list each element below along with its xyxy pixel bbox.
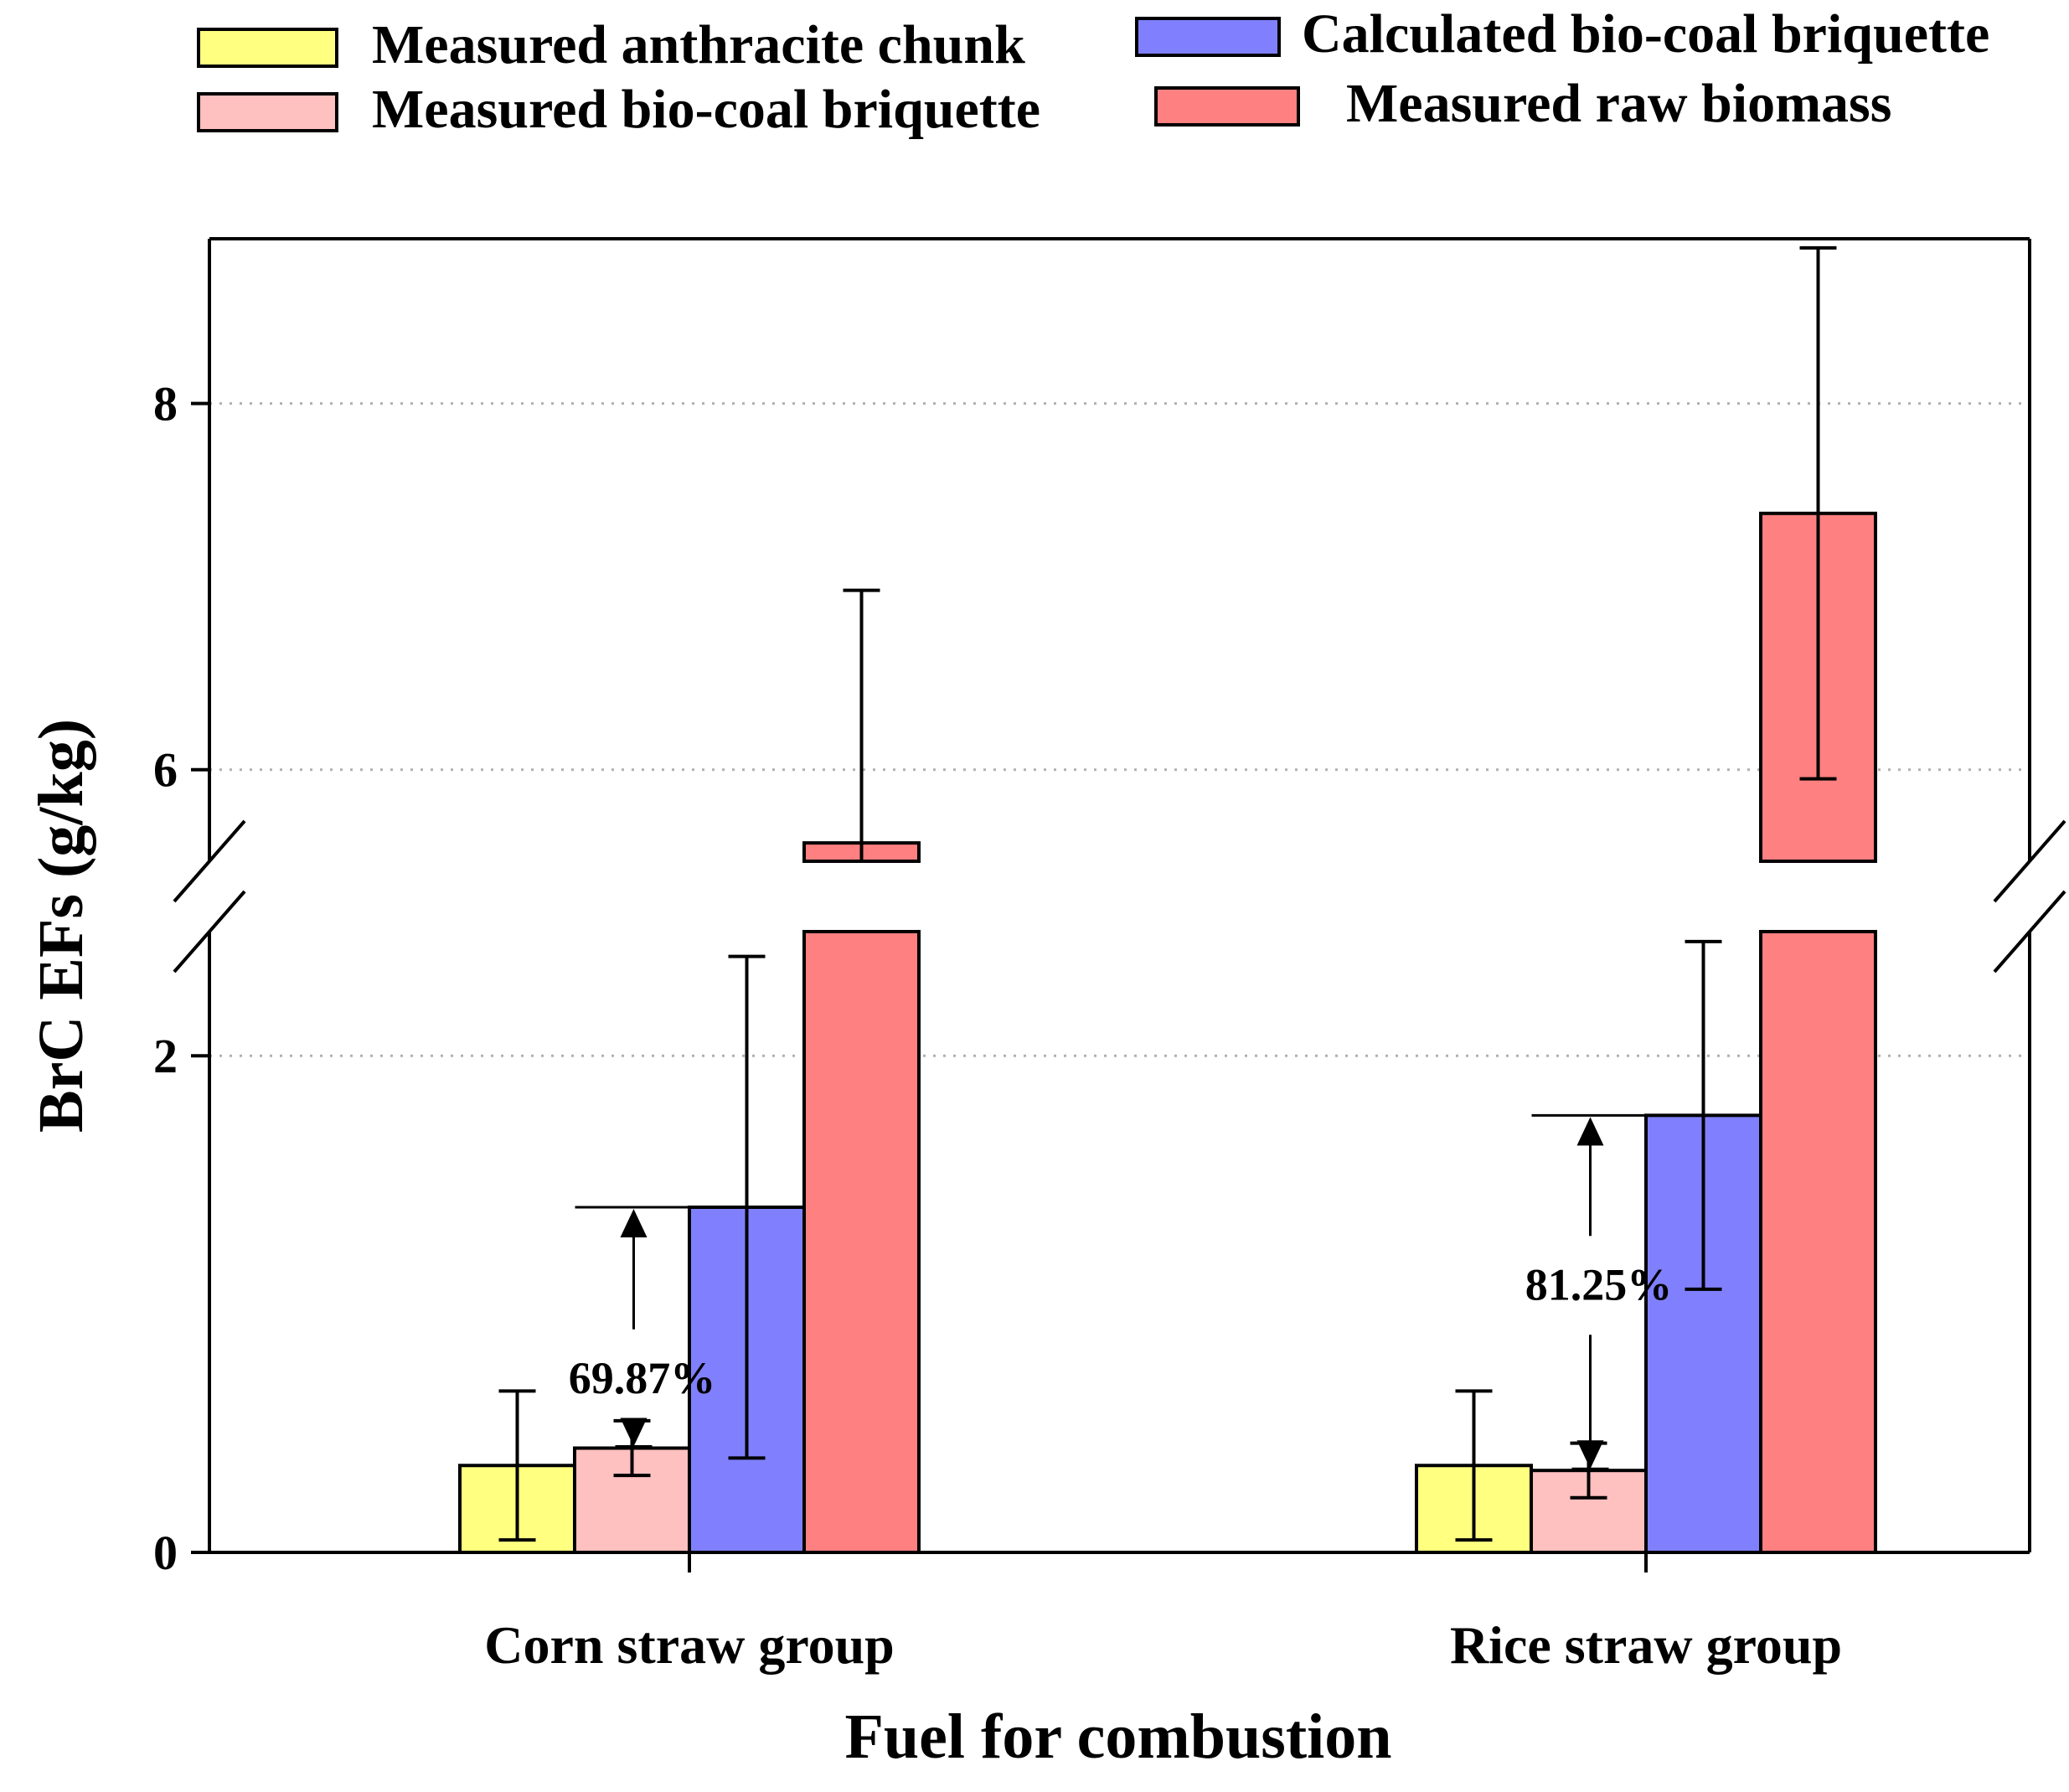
axis-break-mark [173,890,246,973]
legend-swatch [1154,86,1300,127]
y-tick-label: 6 [153,743,178,798]
category-label: Corn straw group [484,1615,895,1675]
reduction-percent-label: 69.87% [569,1353,716,1403]
arrow-up-head [620,1209,648,1238]
plot-frame [208,237,2031,1554]
legend-swatch [197,92,338,132]
legend-label: Measured bio-coal briquette [372,79,1040,140]
x-axis-ticks: Corn straw group Rice straw group [484,1552,1842,1675]
y-tick-label: 0 [153,1526,178,1580]
arrow-down-head [620,1418,648,1447]
y-axis-ticks: 0 2 6 8 [153,377,209,1580]
axis-break-mark [1993,819,2066,903]
legend-label: Measured raw biomass [1346,73,1891,134]
reduction-percent-label: 81.25% [1525,1259,1673,1309]
arrow-down-head [1576,1440,1604,1469]
y-axis-title: BrC EFs (g/kg) [26,719,96,1133]
annotations: 69.87% 81.25% [569,1113,1673,1470]
y-tick-label: 2 [153,1029,178,1083]
axis-break-mark [173,819,246,903]
grid-lines [209,402,2030,1057]
axis-break-mark [1993,890,2066,973]
bar-lower-segment [1759,930,1877,1554]
x-axis-title: Fuel for combustion [844,1702,1391,1772]
category-label: Rice straw group [1450,1615,1842,1675]
y-tick-label: 8 [153,377,178,431]
error-bars [498,245,1837,1542]
legend-swatch [197,28,338,68]
arrow-up-head [1576,1117,1604,1146]
axis-break-marks [173,819,2066,973]
legend-swatch [1135,17,1281,57]
legend-label: Measured anthracite chunk [372,14,1025,75]
bar-lower-segment [802,930,921,1554]
legend-label: Calculated bio-coal briquette [1302,3,1989,65]
